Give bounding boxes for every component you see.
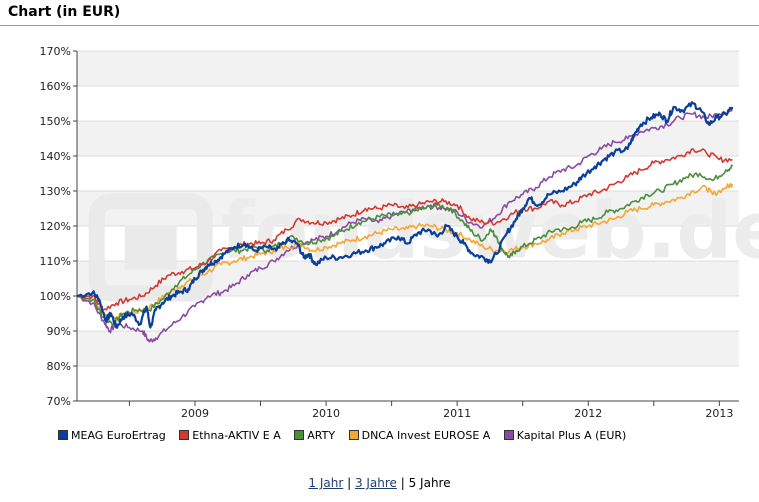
legend-item-dnca[interactable]: DNCA Invest EUROSE A [348, 428, 491, 442]
legend-swatch-ethna [179, 429, 190, 440]
y-tick-label: 120% [40, 220, 71, 233]
y-tick-label: 110% [40, 255, 71, 268]
chart-legend: MEAG EuroErtrag Ethna-AKTIV E A ARTY DNC… [58, 428, 636, 442]
y-tick-label: 130% [40, 185, 71, 198]
period-current-5-jahre: 5 Jahre [408, 476, 451, 490]
y-tick-label: 140% [40, 150, 71, 163]
period-separator: | [343, 476, 355, 490]
legend-label-ethna: Ethna-AKTIV E A [192, 428, 281, 442]
performance-chart: fondsweb.de70%80%90%100%110%120%130%140%… [40, 45, 759, 420]
x-tick-label: 2013 [705, 407, 733, 420]
legend-item-ethna[interactable]: Ethna-AKTIV E A [179, 429, 281, 442]
series-line-arty [76, 164, 734, 326]
chart-title: Chart (in EUR) [8, 4, 121, 20]
legend-swatch-meag [58, 429, 68, 440]
watermark-logo-inner [124, 225, 177, 270]
legend-swatch-arty [294, 429, 305, 440]
x-tick-label: 2012 [574, 407, 602, 420]
y-tick-label: 170% [40, 45, 71, 58]
legend-label-dnca: DNCA Invest EUROSE A [361, 428, 491, 442]
grid-band [77, 331, 739, 366]
period-link-1-jahr[interactable]: 1 Jahr [308, 476, 344, 490]
y-tick-label: 80% [47, 360, 71, 373]
period-separator: | [396, 476, 409, 490]
legend-item-arty[interactable]: ARTY [294, 429, 335, 442]
y-tick-label: 90% [47, 325, 71, 338]
legend-label-kapital-plus: Kapital Plus A (EUR) [516, 428, 627, 442]
legend-swatch-dnca [348, 429, 359, 440]
y-tick-label: 100% [40, 290, 71, 303]
grid-band [77, 121, 739, 156]
legend-swatch-kapital-plus [503, 429, 514, 440]
legend-label-meag: MEAG EuroErtrag [71, 428, 166, 442]
chart-header: Chart (in EUR) [0, 0, 759, 26]
legend-label-arty: ARTY [307, 428, 336, 442]
watermark-logo [88, 193, 213, 302]
x-tick-label: 2009 [181, 407, 209, 420]
y-tick-label: 150% [40, 115, 71, 128]
grid-band [77, 51, 739, 86]
series-line-meag [76, 101, 734, 329]
series-line-dnca [76, 182, 734, 320]
y-tick-label: 160% [40, 80, 71, 93]
period-link-3-jahre[interactable]: 3 Jahre [354, 476, 397, 490]
legend-item-meag[interactable]: MEAG EuroErtrag [58, 429, 166, 442]
x-tick-label: 2011 [443, 407, 471, 420]
series-line-ethna [76, 148, 733, 312]
legend-item-kapital-plus[interactable]: Kapital Plus A (EUR) [503, 428, 627, 442]
period-selector: 1 Jahr | 3 Jahre | 5 Jahre [0, 476, 759, 490]
y-tick-label: 70% [47, 395, 71, 408]
x-tick-label: 2010 [312, 407, 340, 420]
